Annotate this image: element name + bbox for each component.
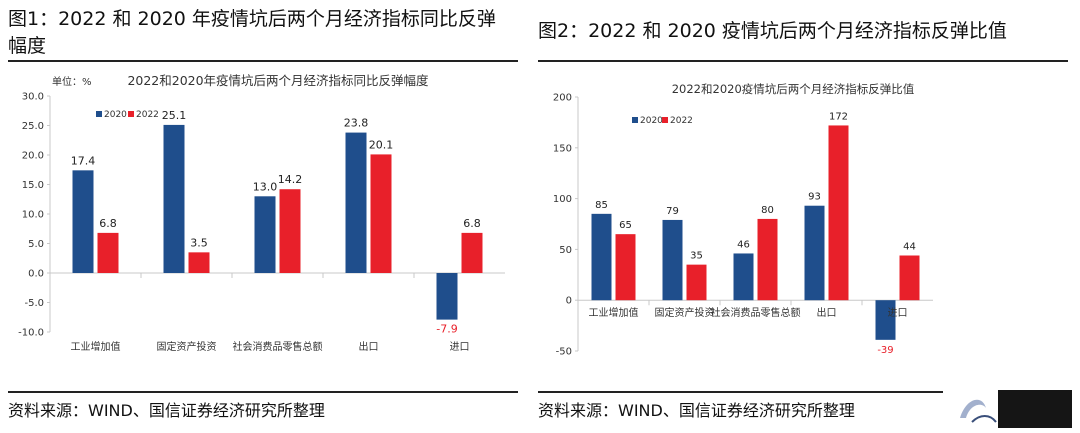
data-label-2020: 85	[595, 200, 608, 211]
data-label-2020: 23.8	[344, 117, 369, 130]
bar-2020	[163, 124, 185, 273]
data-label-2022: 14.2	[278, 173, 303, 186]
y-tick-label: 200	[553, 93, 572, 104]
y-tick-label: 15.0	[22, 180, 44, 191]
bar-2020	[804, 205, 825, 301]
bar-2022	[828, 125, 849, 301]
legend-swatch-2022	[128, 111, 134, 117]
y-tick-label: 25.0	[22, 121, 44, 132]
chart-unit-label: 单位：%	[52, 75, 92, 88]
x-tick-label: 社会消费品零售总额	[233, 340, 323, 353]
bar-2020	[345, 132, 367, 273]
legend-swatch-2020	[96, 111, 102, 117]
figure2-top-rule	[538, 60, 1068, 62]
figure1-source: 资料来源：WIND、国信证券经济研究所整理	[8, 401, 325, 420]
x-tick-label: 进口	[450, 341, 470, 353]
x-tick-label: 出口	[359, 340, 379, 353]
y-tick-label: 150	[553, 143, 572, 154]
bar-2022	[899, 255, 920, 301]
data-label-2022: 172	[829, 111, 848, 122]
bar-2022	[370, 154, 392, 273]
y-tick-label: 0	[566, 296, 572, 307]
bar-2022	[461, 232, 483, 273]
x-tick-label: 工业增加值	[71, 340, 121, 353]
y-tick-label: 20.0	[22, 151, 44, 162]
y-tick-label: -5.0	[24, 298, 44, 309]
chart-title: 2022和2020疫情坑后两个月经济指标反弹比值	[672, 82, 915, 96]
data-label-2022: 65	[619, 220, 632, 231]
chart2-panel: 2022和2020疫情坑后两个月经济指标反弹比值 200 150 100 50 0 -50 8…	[543, 72, 943, 368]
chart-title: 2022和2020年疫情坑后两个月经济指标同比反弹幅度	[127, 73, 429, 88]
data-label-2020: 93	[808, 192, 821, 203]
y-tick-label: 30.0	[22, 92, 44, 103]
legend-label-2022: 2022	[136, 110, 159, 120]
bar-2022	[615, 234, 636, 301]
bar-2022	[686, 264, 707, 301]
data-label-2022: 44	[903, 241, 916, 252]
legend-label-2020: 2020	[640, 116, 663, 126]
data-label-2022: 3.5	[190, 236, 208, 249]
y-tick-label: 5.0	[28, 239, 44, 250]
legend-swatch-2022	[662, 117, 668, 123]
legend-label-2020: 2020	[104, 110, 127, 120]
bar-2022	[188, 252, 210, 273]
figure1-top-rule	[8, 60, 518, 62]
figure2-heading: 图2：2022 和 2020 疫情坑后两个月经济指标反弹比值	[538, 20, 1007, 42]
x-tick-label: 进口	[888, 307, 908, 319]
bar-2020	[436, 273, 458, 320]
y-tick-label: 100	[553, 194, 572, 205]
chart1-svg: 2022和2020年疫情坑后两个月经济指标同比反弹幅度 单位：% 30.0 25.0 2…	[10, 64, 518, 364]
y-tick-label: 0.0	[28, 269, 44, 280]
bar-2020	[733, 253, 754, 301]
data-label-2020: 46	[737, 239, 750, 250]
data-label-2020: 13.0	[253, 180, 278, 193]
x-tick-label: 工业增加值	[589, 306, 639, 319]
bar-2020	[591, 213, 612, 301]
chart1-panel: 2022和2020年疫情坑后两个月经济指标同比反弹幅度 单位：% 30.0 25.0 2…	[10, 64, 518, 364]
data-label-2020: 17.4	[71, 154, 96, 167]
bar-2022	[757, 218, 778, 301]
x-tick-label: 社会消费品零售总额	[711, 306, 801, 319]
x-tick-label: 出口	[817, 306, 837, 319]
bar-2020	[72, 170, 94, 273]
data-label-2020: -7.9	[436, 323, 457, 336]
bar-2022	[279, 189, 301, 273]
data-label-2020: 79	[666, 206, 679, 217]
y-tick-label: -50	[556, 347, 572, 358]
watermark-logo	[960, 390, 1072, 428]
data-label-2022: 6.8	[99, 217, 117, 230]
bar-2020	[254, 196, 276, 273]
figure2-bottom-rule	[538, 391, 943, 393]
data-label-2020: 25.1	[162, 109, 187, 122]
bar-2020	[875, 300, 896, 340]
figure1-bottom-rule	[8, 391, 518, 393]
bar-2022	[97, 232, 119, 273]
data-label-2022: 80	[761, 205, 774, 216]
figure2-source: 资料来源：WIND、国信证券经济研究所整理	[538, 401, 855, 420]
bar-2020	[662, 219, 683, 301]
x-tick-label: 固定资产投资	[157, 340, 217, 353]
legend-swatch-2020	[632, 117, 638, 123]
y-tick-label: 10.0	[22, 210, 44, 221]
legend-label-2022: 2022	[670, 116, 693, 126]
data-label-2020: -39	[877, 345, 893, 356]
y-tick-label: -10.0	[18, 328, 44, 339]
figure1-heading: 图1：2022 和 2020 年疫情坑后两个月经济指标同比反弹幅度	[8, 8, 496, 57]
y-tick-label: 50	[559, 245, 572, 256]
data-label-2022: 20.1	[369, 138, 394, 151]
chart2-svg: 2022和2020疫情坑后两个月经济指标反弹比值 200 150 100 50 0 -50 8…	[543, 72, 943, 368]
x-tick-label: 固定资产投资	[655, 306, 715, 319]
data-label-2022: 35	[690, 251, 703, 262]
data-label-2022: 6.8	[463, 217, 481, 230]
